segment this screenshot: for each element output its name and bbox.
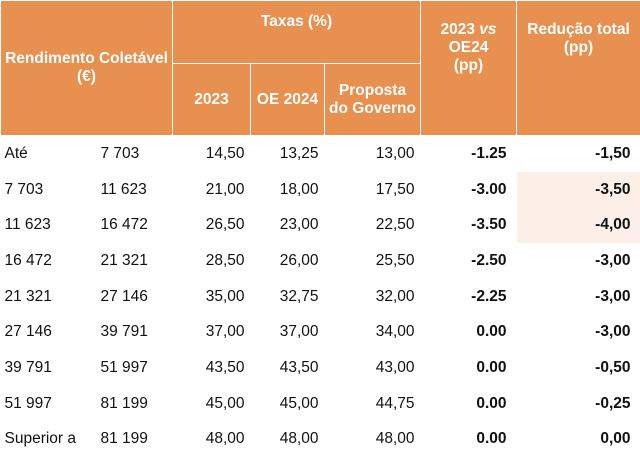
header-oe2024: OE 2024 <box>251 64 325 136</box>
reducao-total-cell: -1,50 <box>517 136 640 172</box>
rate-proposta-cell: 44,75 <box>325 386 421 422</box>
reducao-total-cell: -3,50 <box>517 172 640 208</box>
income-from-cell: 11 623 <box>1 207 97 243</box>
rate-oe2024-cell: 18,00 <box>251 172 325 208</box>
rate-oe2024-cell: 37,00 <box>251 314 325 350</box>
reducao-total-cell: -0,25 <box>517 386 640 422</box>
income-from-cell: Superior a <box>1 422 97 457</box>
header-diff-part-a: 2023 <box>440 21 479 38</box>
rate-proposta-cell: 25,50 <box>325 243 421 279</box>
header-diff-part-c: (pp) <box>454 57 483 74</box>
rate-oe2024-cell: 45,00 <box>251 386 325 422</box>
income-from-cell: 21 321 <box>1 279 97 315</box>
income-to-cell: 7 703 <box>97 136 173 172</box>
rate-proposta-cell: 17,50 <box>325 172 421 208</box>
header-diff-vs: vs <box>479 21 496 38</box>
income-from-cell: 27 146 <box>1 314 97 350</box>
income-to-cell: 11 623 <box>97 172 173 208</box>
income-from-cell: 51 997 <box>1 386 97 422</box>
diff-2023-oe24-cell: 0.00 <box>421 314 517 350</box>
diff-2023-oe24-cell: 0.00 <box>421 422 517 457</box>
rate-proposta-cell: 22,50 <box>325 207 421 243</box>
diff-2023-oe24-cell: -1.25 <box>421 136 517 172</box>
rate-proposta-cell: 34,00 <box>325 314 421 350</box>
rate-2023-cell: 37,00 <box>173 314 251 350</box>
income-from-cell: 7 703 <box>1 172 97 208</box>
rate-2023-cell: 35,00 <box>173 279 251 315</box>
rate-2023-cell: 28,50 <box>173 243 251 279</box>
income-to-cell: 81 199 <box>97 422 173 457</box>
reducao-total-cell: -3,00 <box>517 314 640 350</box>
income-to-cell: 39 791 <box>97 314 173 350</box>
rate-proposta-cell: 43,00 <box>325 350 421 386</box>
header-2023: 2023 <box>173 64 251 136</box>
reducao-total-cell: -3,00 <box>517 279 640 315</box>
rate-oe2024-cell: 43,50 <box>251 350 325 386</box>
rate-2023-cell: 14,50 <box>173 136 251 172</box>
reducao-total-cell: 0,00 <box>517 422 640 457</box>
income-to-cell: 16 472 <box>97 207 173 243</box>
rate-2023-cell: 21,00 <box>173 172 251 208</box>
income-from-cell: 16 472 <box>1 243 97 279</box>
diff-2023-oe24-cell: -3.00 <box>421 172 517 208</box>
header-reducao-total: Redução total (pp) <box>517 1 640 136</box>
reducao-total-cell: -4,00 <box>517 207 640 243</box>
rate-oe2024-cell: 13,25 <box>251 136 325 172</box>
income-to-cell: 21 321 <box>97 243 173 279</box>
diff-2023-oe24-cell: -2.50 <box>421 243 517 279</box>
income-from-cell: 39 791 <box>1 350 97 386</box>
header-diff-part-b: OE24 <box>449 39 489 56</box>
rate-2023-cell: 26,50 <box>173 207 251 243</box>
header-rendimento-coletavel: Rendimento Coletável (€) <box>1 1 173 136</box>
header-taxas: Taxas (%) <box>173 1 421 64</box>
rate-proposta-cell: 48,00 <box>325 422 421 457</box>
diff-2023-oe24-cell: -2.25 <box>421 279 517 315</box>
diff-2023-oe24-cell: 0.00 <box>421 386 517 422</box>
header-proposta-governo: Proposta do Governo <box>325 64 421 136</box>
table-header: Rendimento Coletável (€) Taxas (%) 2023 … <box>1 1 640 136</box>
rate-2023-cell: 48,00 <box>173 422 251 457</box>
income-to-cell: 81 199 <box>97 386 173 422</box>
rate-2023-cell: 43,50 <box>173 350 251 386</box>
income-to-cell: 27 146 <box>97 279 173 315</box>
rate-oe2024-cell: 32,75 <box>251 279 325 315</box>
diff-2023-oe24-cell: 0.00 <box>421 350 517 386</box>
income-to-cell: 51 997 <box>97 350 173 386</box>
rate-proposta-cell: 32,00 <box>325 279 421 315</box>
reducao-total-cell: -3,00 <box>517 243 640 279</box>
rate-oe2024-cell: 26,00 <box>251 243 325 279</box>
diff-2023-oe24-cell: -3.50 <box>421 207 517 243</box>
rate-proposta-cell: 13,00 <box>325 136 421 172</box>
reducao-total-cell: -0,50 <box>517 350 640 386</box>
rate-oe2024-cell: 48,00 <box>251 422 325 457</box>
income-from-cell: Até <box>1 136 97 172</box>
rate-oe2024-cell: 23,00 <box>251 207 325 243</box>
rate-2023-cell: 45,00 <box>173 386 251 422</box>
